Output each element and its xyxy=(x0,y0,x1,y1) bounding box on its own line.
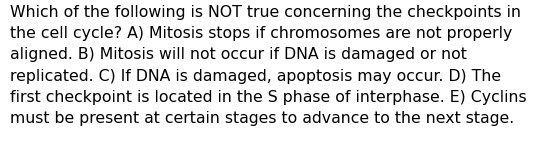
Text: Which of the following is NOT true concerning the checkpoints in
the cell cycle?: Which of the following is NOT true conce… xyxy=(10,5,527,126)
